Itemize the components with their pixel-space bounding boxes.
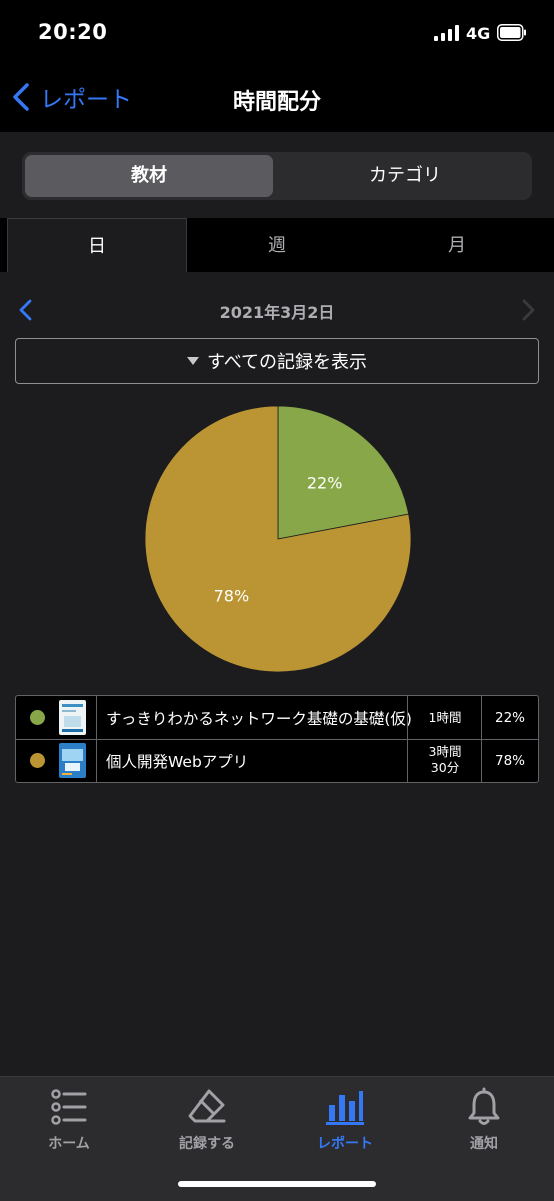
status-bar: 20:20 4G	[0, 0, 554, 66]
table-row[interactable]: 個人開発Webアプリ 3時間 30分 78%	[16, 739, 538, 782]
period-tabs: 日 週 月	[0, 218, 554, 272]
chevron-left-icon	[13, 83, 29, 111]
pie-slice-label-0: 22%	[307, 474, 343, 493]
current-date: 2021年3月2日	[219, 303, 335, 322]
app-thumbnail	[59, 743, 86, 778]
tab-bar: ホーム 記録する レポート 通知	[0, 1076, 554, 1201]
legend-duration: 1時間	[428, 710, 462, 725]
bell-icon	[468, 1087, 500, 1125]
book-cover-thumbnail	[59, 700, 86, 735]
segment-materials[interactable]: 教材	[25, 155, 273, 197]
pie-slice-label-1: 78%	[214, 586, 250, 605]
navigation-bar: レポート 時間配分	[0, 66, 554, 130]
segment-category[interactable]: カテゴリ	[369, 165, 441, 186]
network-type: 4G	[466, 24, 491, 43]
legend-duration: 3時間 30分	[428, 744, 462, 775]
pie-slice-0	[277, 405, 410, 540]
bar-chart-icon	[326, 1091, 364, 1125]
tab-bar-record[interactable]: 記録する	[152, 1087, 262, 1153]
tab-bar-notifications[interactable]: 通知	[429, 1087, 539, 1153]
legend-table: すっきりわかるネットワーク基礎の基礎(仮) 1時間 22% 個人開発Webアプリ…	[15, 695, 539, 783]
tab-bar-report[interactable]: レポート	[290, 1087, 400, 1153]
date-navigator: 2021年3月2日	[0, 292, 554, 328]
tab-bar-home[interactable]: ホーム	[14, 1087, 124, 1153]
tab-week[interactable]: 週	[268, 235, 286, 256]
tab-month[interactable]: 月	[448, 235, 466, 256]
time-distribution-pie-chart: 22% 78%	[144, 405, 412, 673]
triangle-down-icon	[186, 357, 199, 365]
tab-bar-label: 記録する	[179, 1136, 235, 1152]
column-divider	[481, 739, 482, 782]
home-indicator	[178, 1181, 376, 1187]
tab-bar-label: ホーム	[48, 1136, 90, 1152]
status-time: 20:20	[38, 20, 108, 44]
top-area: 20:20 4G レポート 時間配分	[0, 0, 554, 132]
back-button[interactable]: レポート	[10, 80, 132, 114]
legend-color-dot	[30, 710, 45, 725]
legend-item-name: すっきりわかるネットワーク基礎の基礎(仮)	[106, 710, 412, 728]
tab-day[interactable]: 日	[7, 218, 187, 272]
segmented-control: 教材 カテゴリ	[22, 152, 532, 200]
column-divider	[481, 696, 482, 739]
battery-icon	[497, 24, 526, 41]
cellular-signal-icon	[434, 25, 459, 41]
page-title: 時間配分	[232, 90, 321, 115]
tab-bar-label: 通知	[470, 1136, 498, 1152]
table-row[interactable]: すっきりわかるネットワーク基礎の基礎(仮) 1時間 22%	[16, 696, 538, 740]
legend-percent: 22%	[494, 710, 525, 726]
column-divider	[407, 696, 408, 739]
list-icon	[51, 1089, 87, 1125]
legend-item-name: 個人開発Webアプリ	[106, 753, 249, 771]
pie-slice-1	[144, 405, 412, 673]
column-divider	[96, 696, 97, 739]
legend-color-dot	[30, 753, 45, 768]
legend-percent: 78%	[494, 753, 525, 769]
column-divider	[96, 739, 97, 782]
filter-label: すべての記録を表示	[206, 352, 368, 373]
next-date-icon	[522, 299, 535, 321]
show-all-records-dropdown[interactable]: すべての記録を表示	[15, 338, 539, 384]
back-label: レポート	[40, 87, 132, 113]
tab-bar-label: レポート	[317, 1136, 373, 1152]
eraser-icon	[188, 1089, 226, 1123]
column-divider	[407, 739, 408, 782]
previous-date-icon[interactable]	[16, 298, 36, 322]
